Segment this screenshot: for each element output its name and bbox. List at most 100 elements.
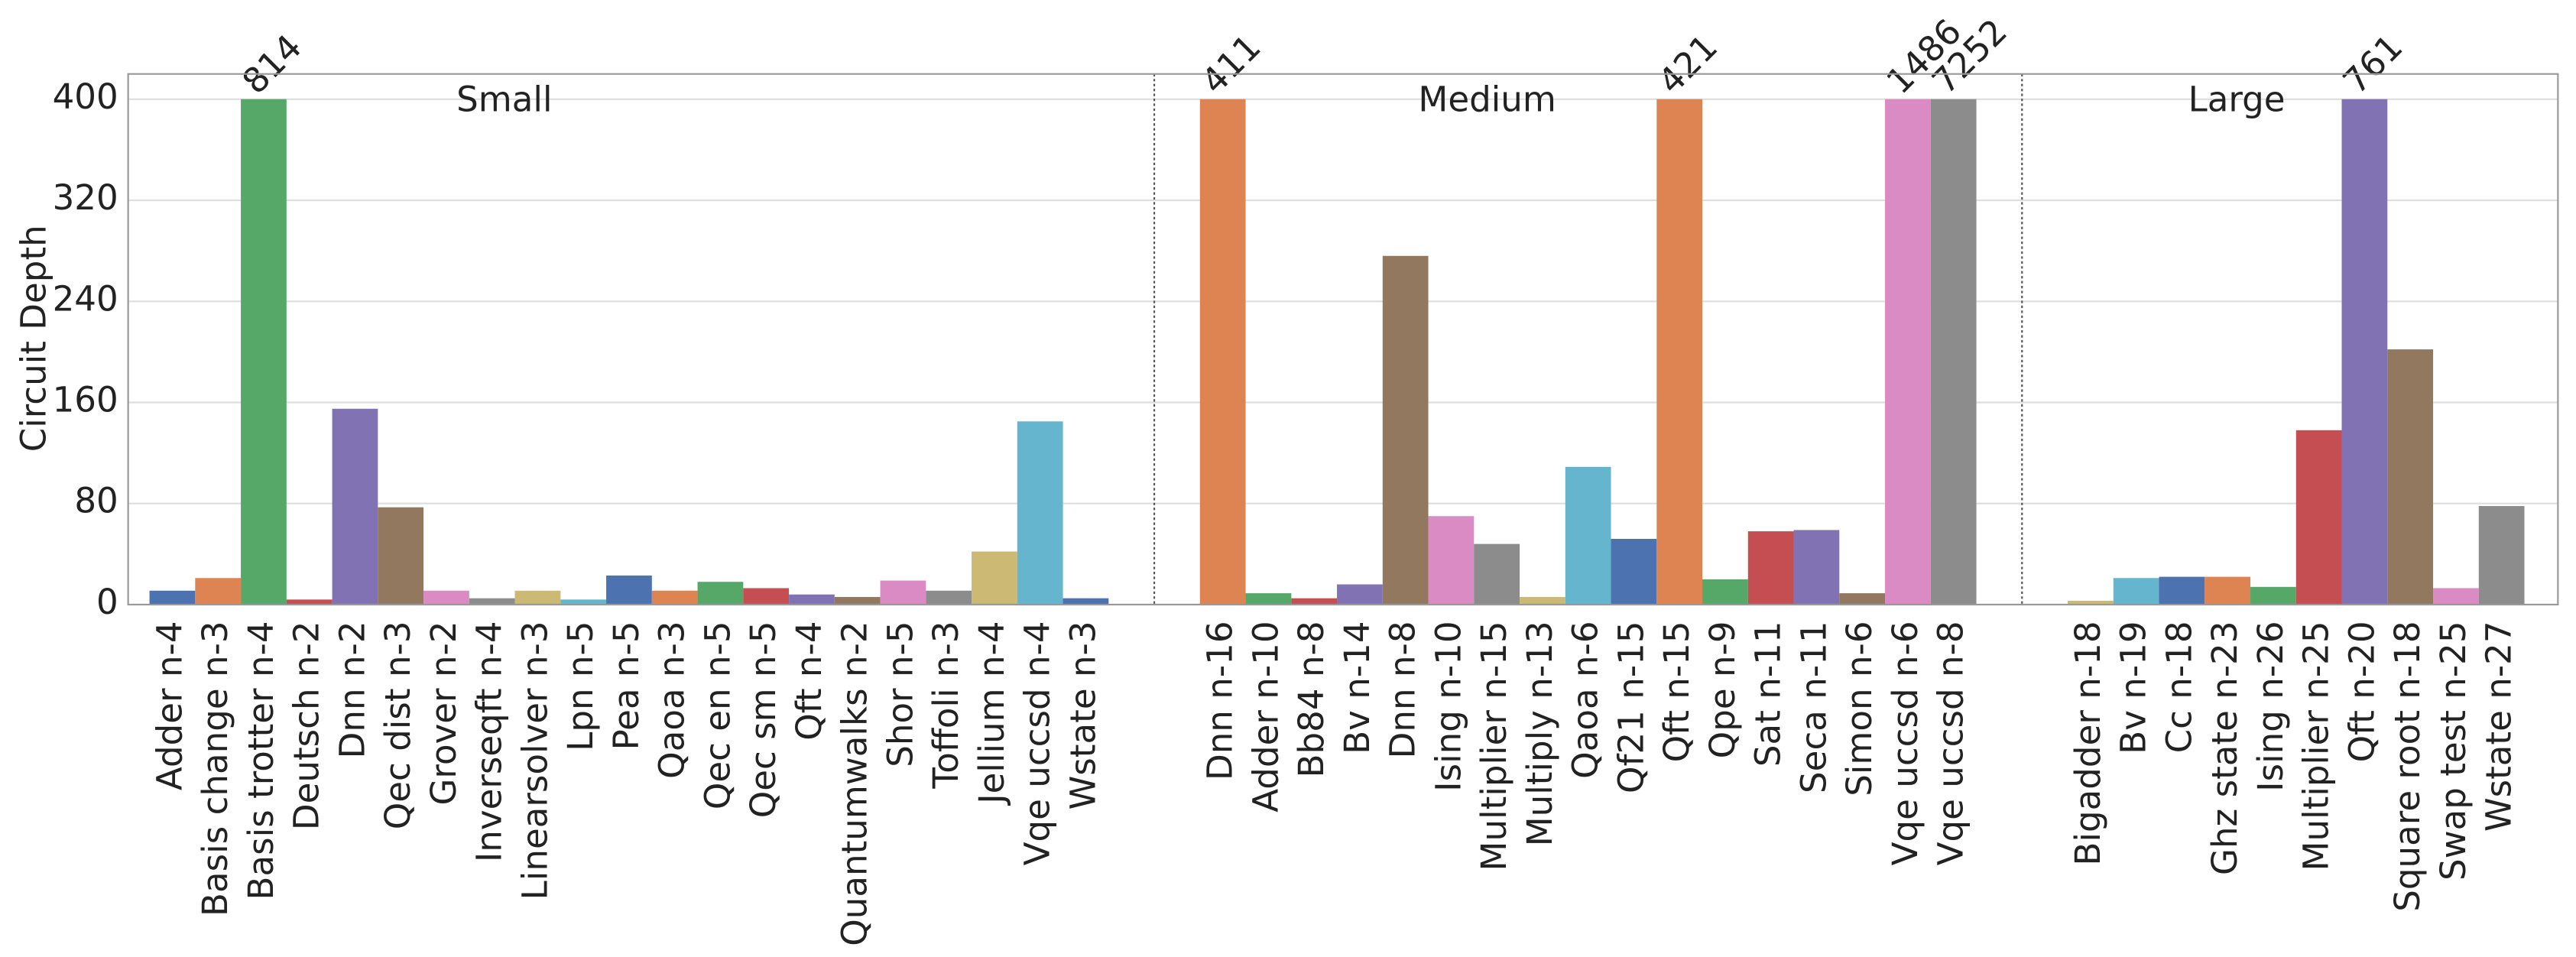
- x-tick-label: Adder n-10: [1245, 621, 1286, 812]
- bar: [332, 408, 378, 605]
- x-tick-label: Dnn n-16: [1200, 621, 1241, 780]
- x-tick-label: Pea n-5: [606, 621, 647, 750]
- bar: [1291, 598, 1338, 605]
- x-tick-label: Ghz state n-23: [2205, 621, 2245, 875]
- x-tick-label: Qec en n-5: [697, 621, 738, 809]
- x-tick-label: Ising n-10: [1428, 621, 1468, 791]
- bar: [1656, 99, 1703, 605]
- bar: [286, 599, 333, 605]
- bar: [423, 590, 469, 605]
- x-tick-label: Wstate n-27: [2479, 621, 2519, 832]
- bar: [972, 551, 1017, 605]
- x-tick-label: Quantumwalks n-2: [835, 621, 875, 946]
- x-tick-label: Shor n-5: [880, 621, 920, 767]
- bar: [378, 507, 424, 605]
- bar: [1793, 530, 1840, 605]
- bar: [1337, 584, 1383, 605]
- x-tick-label: Qaoa n-6: [1565, 621, 1606, 778]
- y-tick-label: 240: [53, 278, 118, 319]
- x-tick-label: Qec sm n-5: [743, 621, 784, 818]
- bar: [1930, 99, 1977, 605]
- group-label: Small: [456, 79, 552, 119]
- x-tick-label: Inverseqft n-4: [469, 621, 510, 862]
- bar: [1565, 466, 1611, 605]
- y-axis-label: Circuit Depth: [13, 225, 54, 452]
- bar: [789, 594, 835, 605]
- bar: [2250, 586, 2296, 605]
- x-tick-label: Dnn n-2: [332, 621, 372, 758]
- x-tick-label: Simon n-6: [1839, 621, 1880, 796]
- bars: [149, 99, 2525, 605]
- bar: [149, 590, 196, 605]
- bar: [2433, 588, 2479, 605]
- x-tick-label: Swap test n-25: [2433, 621, 2474, 880]
- bar: [2159, 576, 2205, 605]
- bar: [560, 599, 607, 605]
- x-tick-label: Square root n-18: [2387, 621, 2428, 911]
- x-tick-label: Adder n-4: [149, 621, 190, 790]
- bar: [697, 582, 744, 605]
- x-tick-label: Multiply n-13: [1520, 621, 1560, 846]
- bar: [880, 580, 926, 605]
- bar: [1063, 598, 1109, 605]
- x-tick-label: Basis change n-3: [195, 621, 235, 916]
- bar: [1520, 597, 1565, 605]
- bar: [1017, 421, 1063, 605]
- x-tick-label: Deutsch n-2: [287, 621, 327, 830]
- bar: [1245, 593, 1292, 605]
- x-tick-label: Qec dist n-3: [378, 621, 418, 829]
- y-tick-label: 400: [53, 76, 118, 117]
- x-tick-label: Ising n-26: [2250, 621, 2291, 791]
- x-tick-label: Qpe n-9: [1702, 621, 1743, 758]
- bar: [2387, 349, 2434, 605]
- value-label: 421: [1650, 27, 1725, 102]
- x-tick-label: Bv n-14: [1337, 621, 1377, 754]
- x-tick-label: Qft n-4: [789, 621, 829, 740]
- x-tick-label: Lpn n-5: [560, 621, 601, 751]
- x-tick-label: Qft n-15: [1656, 621, 1697, 762]
- bar: [2205, 576, 2251, 605]
- x-tick-label: Seca n-11: [1793, 621, 1834, 793]
- x-tick-label: Sat n-11: [1748, 621, 1789, 767]
- bar: [1702, 579, 1748, 605]
- bar: [1474, 543, 1520, 605]
- bar: [2478, 506, 2525, 605]
- x-tick-label: Bigadder n-18: [2068, 621, 2108, 865]
- x-tick-label: Vqe uccsd n-8: [1931, 621, 1971, 865]
- plot-frame: [127, 73, 2559, 606]
- bar: [2295, 430, 2342, 605]
- x-tick-label: Dnn n-8: [1383, 621, 1423, 758]
- y-tick-label: 320: [53, 177, 118, 218]
- group-label: Large: [2188, 79, 2286, 119]
- y-tick-label: 160: [53, 379, 118, 420]
- group-label: Medium: [1418, 79, 1556, 119]
- bar: [2341, 99, 2388, 605]
- bar: [241, 99, 287, 605]
- bar: [926, 590, 972, 605]
- bar: [1199, 99, 1246, 605]
- bar: [651, 590, 698, 605]
- x-tick-label: Qft n-20: [2341, 621, 2382, 762]
- bar: [834, 597, 881, 605]
- x-tick-label: Linearsolver n-3: [514, 621, 555, 900]
- bar: [2068, 600, 2114, 605]
- bar: [2113, 578, 2159, 605]
- value-label: 814: [235, 27, 310, 102]
- x-tick-label: Wstate n-3: [1063, 621, 1103, 809]
- x-tick-label: Multiplier n-25: [2296, 621, 2337, 871]
- x-tick-label: Qf21 n-15: [1611, 621, 1651, 793]
- x-tick-label: Bv n-19: [2114, 621, 2154, 754]
- x-tick-label: Grover n-2: [423, 621, 464, 805]
- bar: [514, 590, 561, 605]
- y-tick-label: 80: [74, 481, 118, 521]
- x-tick-label: Bb84 n-8: [1291, 621, 1332, 777]
- x-tick-label: Vqe uccsd n-6: [1885, 621, 1926, 865]
- x-tick-label: Qaoa n-3: [652, 621, 693, 778]
- bar: [1611, 539, 1657, 605]
- x-tick-label: Jellium n-4: [972, 621, 1012, 806]
- bar: [743, 588, 790, 605]
- bar: [195, 578, 242, 605]
- bar: [1839, 593, 1886, 605]
- x-tick-label: Basis trotter n-4: [241, 621, 281, 900]
- bar: [1885, 99, 1931, 605]
